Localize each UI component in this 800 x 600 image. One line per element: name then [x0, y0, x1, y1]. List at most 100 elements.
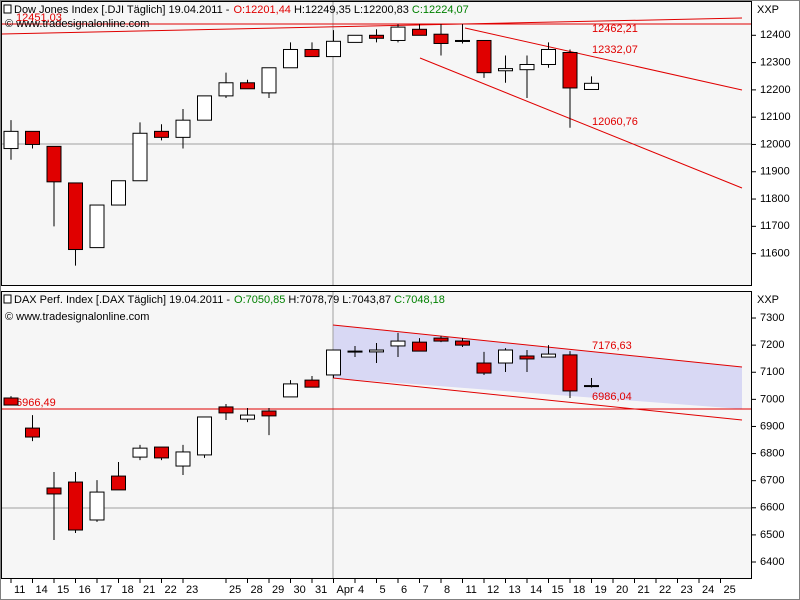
candle-body: [240, 414, 255, 420]
currency-label: XXP: [757, 4, 779, 16]
annotation: 12332,07: [592, 44, 638, 56]
ohlc-label: H:12249,35: [294, 4, 351, 16]
panel-title: Dow Jones Index [.DJI Täglich] 19.04.201…: [14, 4, 230, 16]
candle-body: [433, 337, 449, 342]
ohlc-label: L:12200,83: [354, 4, 409, 16]
candle-body: [3, 397, 19, 406]
ohlc-label: C:7048,18: [394, 294, 445, 306]
candle-body: [390, 340, 406, 347]
candle-body: [154, 130, 169, 138]
y-tick-label: 6400: [760, 556, 784, 568]
ohlc-label: H:7078,79: [288, 294, 339, 306]
x-tick-label: 21: [143, 584, 155, 596]
candle-body: [68, 182, 83, 251]
candle-body: [304, 379, 320, 388]
x-tick-label: 11: [14, 584, 25, 596]
candle-body: [455, 39, 470, 42]
annotation: 7176,63: [592, 340, 632, 352]
candle-body: [3, 130, 19, 150]
candle-body: [390, 26, 406, 41]
candle-body: [541, 353, 556, 358]
x-tick-label: 17: [100, 584, 112, 596]
ohlc-label: L:7043,87: [342, 294, 391, 306]
panel-title: DAX Perf. Index [.DAX Täglich] 19.04.201…: [14, 294, 230, 306]
x-tick-label: 5: [380, 584, 386, 596]
candle-body: [197, 416, 212, 456]
candle-body: [68, 481, 83, 531]
x-tick-label: 14: [530, 584, 542, 596]
x-tick-label: 20: [616, 584, 628, 596]
ohlc-label: O:7050,85: [234, 294, 285, 306]
y-tick-label: 7000: [760, 393, 784, 405]
candle-body: [498, 68, 513, 72]
candle-body: [261, 410, 277, 417]
y-tick-label: 11800: [760, 193, 790, 205]
x-tick-label: 16: [79, 584, 91, 596]
x-tick-label: 25: [724, 584, 736, 596]
x-tick-label: 15: [57, 584, 69, 596]
candle-body: [89, 491, 105, 521]
trend-line: [419, 57, 743, 189]
candle-body: [111, 180, 126, 206]
candle-body: [326, 40, 341, 58]
candle-body: [412, 28, 427, 36]
x-tick-label: 18: [573, 584, 585, 596]
annotation: 6986,04: [592, 391, 632, 403]
annotation: 12462,21: [592, 23, 638, 35]
x-tick-label: 13: [509, 584, 521, 596]
candle-body: [347, 350, 363, 353]
trend-line: [1, 17, 743, 35]
x-tick-label: 14: [36, 584, 48, 596]
candle-body: [304, 48, 320, 58]
candle-body: [476, 362, 492, 374]
candle-body: [519, 355, 535, 360]
candle-body: [218, 406, 234, 414]
candle-body: [111, 475, 126, 491]
candle-body: [433, 33, 449, 44]
trend-line: [464, 27, 743, 91]
candle-body: [519, 63, 535, 71]
y-tick-label: 6700: [760, 475, 784, 487]
candle-body: [498, 349, 513, 364]
candle-body: [261, 67, 277, 94]
y-tick-label: 12100: [760, 111, 791, 123]
trend-line: [332, 377, 743, 421]
y-tick-label: 12300: [760, 56, 791, 68]
x-tick-label: 15: [552, 584, 564, 596]
trend-line: [332, 324, 743, 368]
candle-body: [369, 349, 384, 353]
candle-body: [584, 82, 599, 90]
x-tick-label: 24: [702, 584, 714, 596]
candle-body: [283, 48, 298, 69]
y-tick-label: 11900: [760, 166, 790, 178]
candle-body: [541, 48, 556, 65]
x-tick-label: 19: [595, 584, 607, 596]
y-tick-label: 7300: [760, 312, 784, 324]
candle-body: [326, 349, 341, 376]
x-tick-label: 30: [294, 584, 306, 596]
x-tick-label: 18: [122, 584, 134, 596]
candle-body: [347, 34, 363, 43]
y-tick-label: 11600: [760, 248, 790, 260]
x-tick-label: 28: [251, 584, 263, 596]
x-tick-label: 7: [423, 584, 429, 596]
y-tick-label: 12400: [760, 29, 791, 41]
candle-body: [584, 385, 599, 388]
candle-body: [197, 95, 212, 121]
candle-body: [412, 341, 427, 352]
x-tick-label: 21: [638, 584, 650, 596]
candle-body: [218, 82, 234, 97]
source-label: © www.tradesignalonline.com: [5, 18, 149, 30]
panel-icon: [3, 294, 12, 304]
candle-body: [132, 447, 148, 458]
candle-body: [175, 451, 191, 467]
candle-body: [476, 39, 492, 74]
x-tick-label: 4: [358, 584, 364, 596]
y-tick-label: 6800: [760, 447, 784, 459]
source-label: © www.tradesignalonline.com: [5, 311, 149, 323]
annotation: 12451,03: [16, 12, 62, 24]
candle-body: [562, 51, 578, 89]
candle-body: [89, 204, 105, 249]
panel-icon: [3, 4, 12, 14]
